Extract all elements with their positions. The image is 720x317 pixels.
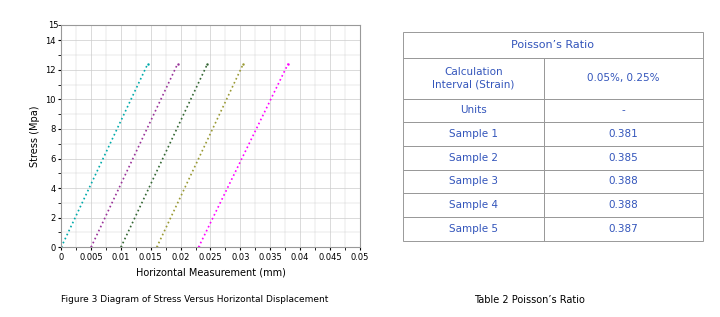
Bar: [544, 170, 703, 193]
Text: Units: Units: [460, 105, 487, 115]
Bar: [402, 217, 544, 241]
Bar: [544, 122, 703, 146]
Text: Figure 3 Diagram of Stress Versus Horizontal Displacement: Figure 3 Diagram of Stress Versus Horizo…: [61, 295, 328, 304]
Bar: [544, 193, 703, 217]
Text: 0.05%, 0.25%: 0.05%, 0.25%: [587, 73, 660, 83]
Bar: [402, 32, 703, 58]
Bar: [402, 146, 544, 170]
Bar: [402, 122, 544, 146]
Text: 0.385: 0.385: [608, 153, 638, 163]
Bar: [402, 99, 544, 122]
Text: Sample 5: Sample 5: [449, 224, 498, 234]
Text: 0.381: 0.381: [608, 129, 638, 139]
Text: 0.388: 0.388: [608, 176, 638, 186]
X-axis label: Horizontal Measurement (mm): Horizontal Measurement (mm): [135, 267, 285, 277]
Text: Table 2 Poisson’s Ratio: Table 2 Poisson’s Ratio: [474, 295, 585, 305]
Text: -: -: [621, 105, 625, 115]
Bar: [544, 217, 703, 241]
Text: 0.388: 0.388: [608, 200, 638, 210]
Bar: [544, 99, 703, 122]
Bar: [544, 146, 703, 170]
Text: Calculation
Interval (Strain): Calculation Interval (Strain): [432, 68, 514, 89]
Bar: [402, 170, 544, 193]
Text: 0.387: 0.387: [608, 224, 638, 234]
Bar: [402, 193, 544, 217]
Text: Sample 4: Sample 4: [449, 200, 498, 210]
Text: Poisson’s Ratio: Poisson’s Ratio: [511, 40, 594, 50]
Bar: [402, 58, 544, 99]
Text: Sample 1: Sample 1: [449, 129, 498, 139]
Text: 15: 15: [48, 21, 58, 30]
Bar: [544, 58, 703, 99]
Text: Sample 3: Sample 3: [449, 176, 498, 186]
Y-axis label: Stress (Mpa): Stress (Mpa): [30, 106, 40, 167]
Text: Sample 2: Sample 2: [449, 153, 498, 163]
